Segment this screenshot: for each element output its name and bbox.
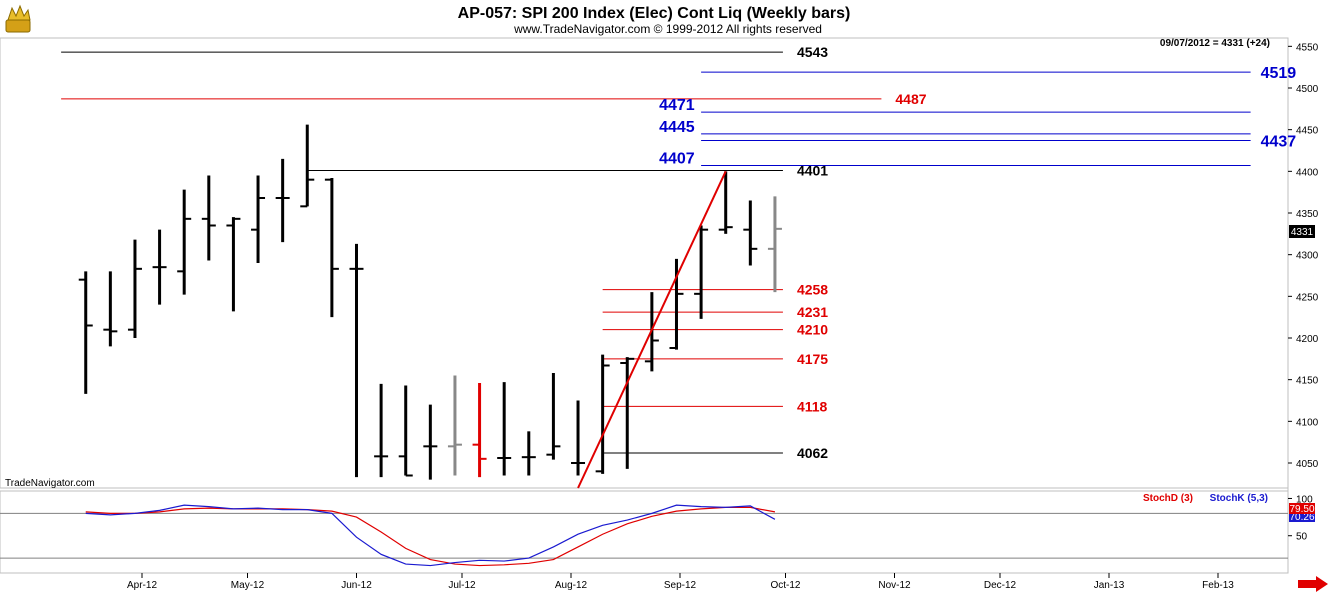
- price-tick-label: 4200: [1296, 334, 1319, 345]
- price-tick-label: 4300: [1296, 251, 1319, 262]
- price-tick-label: 4250: [1296, 292, 1319, 303]
- ohlc-bar: [521, 431, 536, 476]
- date-tick-label: Jul-12: [448, 580, 476, 591]
- price-panel-frame: [0, 37, 1289, 489]
- ohlc-bar: [472, 383, 487, 478]
- ohlc-bar: [398, 385, 413, 477]
- date-tick-label: Apr-12: [127, 580, 157, 591]
- date-tick-label: Aug-12: [555, 580, 588, 591]
- stoch-panel-frame: [0, 490, 1289, 574]
- gold-bull-logo-icon[interactable]: [5, 4, 31, 33]
- stochk-value-bg: [1289, 511, 1315, 522]
- ohlc-bar: [349, 243, 364, 478]
- ohlc-bar: [226, 217, 241, 312]
- level-label: 4445: [659, 119, 695, 136]
- level-label: 4437: [1261, 134, 1297, 151]
- price-tick-label: 4100: [1296, 417, 1319, 428]
- price-tick-label: 4050: [1296, 459, 1319, 470]
- ohlc-bar: [694, 225, 709, 319]
- stochd-legend: StochD (3): [1143, 493, 1193, 504]
- price-tick-label: 4450: [1296, 126, 1319, 137]
- price-tick-label: 4400: [1296, 167, 1319, 178]
- price-tick-label: 4550: [1296, 42, 1319, 53]
- ohlc-bar: [374, 383, 389, 478]
- ohlc-bar: [595, 354, 610, 474]
- stochd-value: 79.50: [1289, 504, 1314, 515]
- stochd-line: [85, 506, 776, 567]
- stochastic-panel: 50 100: [0, 494, 1313, 567]
- ohlc-bar: [669, 258, 684, 350]
- level-label: 4118: [797, 398, 828, 414]
- ohlc-bar: [201, 175, 216, 261]
- stoch-tick-label: 100: [1296, 494, 1313, 505]
- ohlc-bar: [152, 229, 167, 305]
- ohlc-bar: [300, 124, 315, 208]
- ohlc-bar: [718, 171, 733, 234]
- price-axis: 4050 4100 4150 4200 4250 4300 4350 4400 4450 4500…: [1288, 42, 1319, 470]
- stochk-line: [85, 504, 776, 567]
- date-tick-label: May-12: [231, 580, 265, 591]
- level-label: 4231: [797, 304, 828, 320]
- watermark: TradeNavigator.com: [5, 478, 95, 489]
- price-tick-label: 4500: [1296, 84, 1319, 95]
- ohlc-bar: [103, 271, 118, 347]
- ohlc-bar: [767, 196, 782, 293]
- stochk-legend: StochK (5,3): [1210, 493, 1268, 504]
- chart-subtitle: www.TradeNavigator.com © 1999-2012 All r…: [513, 22, 822, 36]
- ohlc-bar: [127, 239, 142, 338]
- date-tick-label: Feb-13: [1202, 580, 1234, 591]
- chart-title: AP-057: SPI 200 Index (Elec) Cont Liq (W…: [458, 5, 851, 22]
- ohlc-bar: [423, 404, 438, 480]
- date-tick-label: Oct-12: [770, 580, 800, 591]
- last-price-tag-bg: [1289, 225, 1315, 238]
- level-label: 4175: [797, 351, 828, 367]
- level-label: 4210: [797, 322, 828, 338]
- level-label: 4062: [797, 445, 828, 461]
- ohlc-bar: [546, 373, 561, 460]
- date-readout: 09/07/2012 = 4331 (+24): [1160, 38, 1270, 49]
- stochk-value: 70.26: [1289, 512, 1314, 523]
- bars-layer: [78, 124, 782, 480]
- ohlc-bar: [447, 375, 462, 476]
- ohlc-bar: [571, 400, 586, 476]
- level-label: 4543: [797, 44, 828, 60]
- date-tick-label: Dec-12: [984, 580, 1017, 591]
- ohlc-bar: [78, 271, 93, 394]
- ohlc-bar: [497, 382, 512, 476]
- price-tick-label: 4350: [1296, 209, 1319, 220]
- last-price-tag: 4331: [1291, 227, 1314, 238]
- stochd-value-bg: [1289, 503, 1315, 514]
- level-label: 4258: [797, 282, 828, 298]
- ohlc-bar: [743, 200, 758, 266]
- trend-line: [577, 170, 727, 489]
- ohlc-bar: [251, 175, 266, 263]
- stoch-tick-label: 50: [1296, 532, 1308, 543]
- date-tick-label: Jan-13: [1094, 580, 1125, 591]
- ohlc-bar: [324, 178, 339, 318]
- date-tick-label: Nov-12: [878, 580, 911, 591]
- red-arrow-right-icon[interactable]: [1298, 576, 1328, 592]
- level-label: 4471: [659, 97, 695, 114]
- level-label: 4401: [797, 163, 828, 179]
- ohlc-bar: [620, 357, 635, 469]
- level-label: 4407: [659, 151, 695, 168]
- level-label: 4519: [1261, 65, 1297, 82]
- ohlc-bar: [275, 158, 290, 243]
- date-tick-label: Sep-12: [664, 580, 697, 591]
- date-tick-label: Jun-12: [341, 580, 372, 591]
- ohlc-bar: [177, 189, 192, 295]
- date-axis: Apr-12 May-12 Jun-12 Jul-12 Aug-12 Sep-12 Oct-…: [127, 573, 1234, 591]
- trend-layer: [577, 170, 727, 489]
- price-tick-label: 4150: [1296, 376, 1319, 387]
- level-label: 4487: [895, 91, 926, 107]
- levels-layer: 4543 4519 4487 4471 4445 4437 4407 4401 4258 4231…: [61, 44, 1296, 461]
